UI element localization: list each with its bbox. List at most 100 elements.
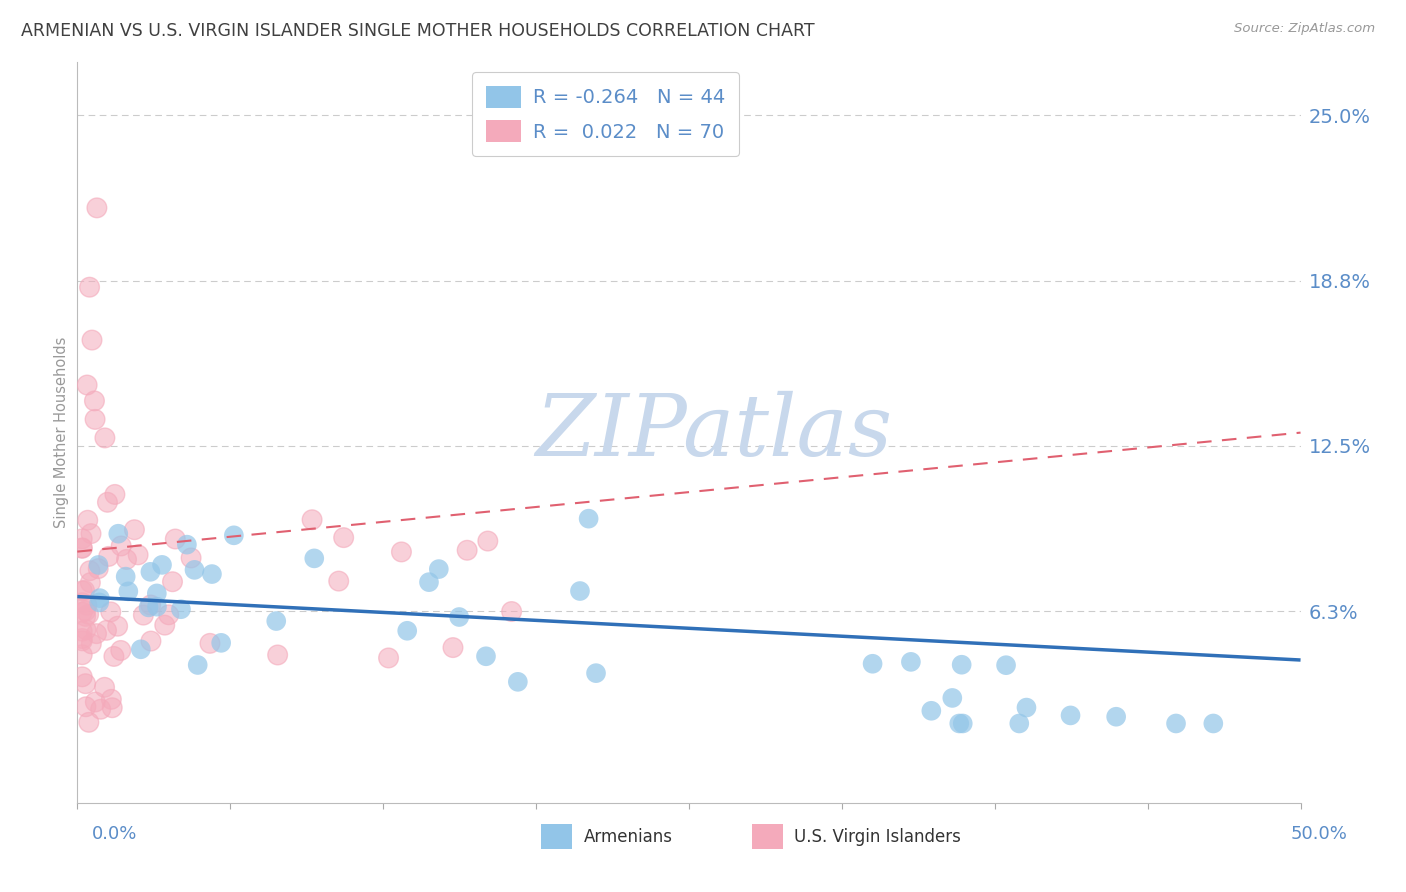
Point bbox=[73, 583, 96, 598]
Point bbox=[569, 584, 592, 599]
Point bbox=[75, 604, 97, 618]
Point bbox=[165, 532, 187, 546]
Point bbox=[110, 643, 132, 657]
Point bbox=[124, 523, 146, 537]
Point bbox=[75, 676, 97, 690]
Point bbox=[77, 607, 100, 622]
Point bbox=[157, 607, 180, 622]
Point bbox=[70, 670, 93, 684]
Point bbox=[77, 607, 100, 622]
Point bbox=[90, 702, 112, 716]
Point bbox=[110, 643, 132, 657]
Point bbox=[952, 716, 974, 731]
Point bbox=[101, 700, 124, 714]
Point bbox=[266, 648, 288, 662]
Point bbox=[77, 715, 100, 730]
Text: 0.0%: 0.0% bbox=[91, 825, 136, 843]
Point bbox=[920, 704, 942, 718]
Point bbox=[94, 431, 117, 445]
Point bbox=[198, 636, 221, 650]
Point bbox=[183, 563, 205, 577]
Point bbox=[70, 624, 93, 639]
Point bbox=[70, 632, 93, 646]
Point bbox=[124, 523, 146, 537]
Point bbox=[96, 624, 118, 638]
Point bbox=[84, 412, 107, 426]
Point bbox=[86, 626, 108, 640]
Point bbox=[332, 531, 354, 545]
Point bbox=[110, 539, 132, 553]
Point bbox=[84, 695, 107, 709]
Point bbox=[377, 651, 399, 665]
Point bbox=[97, 549, 120, 564]
Point bbox=[93, 681, 115, 695]
Point bbox=[70, 605, 93, 619]
Point bbox=[139, 634, 162, 648]
Point bbox=[80, 526, 103, 541]
Point bbox=[84, 412, 107, 426]
Point bbox=[127, 548, 149, 562]
Point bbox=[96, 624, 118, 638]
Point bbox=[70, 670, 93, 684]
Point bbox=[70, 541, 93, 555]
Point bbox=[146, 599, 169, 614]
Point bbox=[187, 658, 209, 673]
Point bbox=[70, 633, 93, 648]
Point bbox=[198, 636, 221, 650]
Point bbox=[80, 333, 103, 347]
Point bbox=[396, 624, 419, 638]
Point bbox=[87, 558, 110, 572]
Point bbox=[75, 604, 97, 618]
Point bbox=[222, 528, 245, 542]
Point bbox=[75, 699, 97, 714]
Point bbox=[585, 666, 607, 681]
Point bbox=[79, 564, 101, 578]
Point bbox=[948, 716, 970, 731]
Point bbox=[180, 550, 202, 565]
Point bbox=[100, 605, 122, 619]
Point bbox=[180, 550, 202, 565]
Point bbox=[76, 378, 98, 392]
Point bbox=[107, 619, 129, 633]
Point bbox=[1015, 700, 1038, 714]
Point bbox=[427, 562, 450, 576]
Point bbox=[100, 605, 122, 619]
Point bbox=[80, 333, 103, 347]
Point bbox=[100, 692, 122, 706]
Point bbox=[117, 584, 139, 599]
Point bbox=[75, 623, 97, 637]
Point bbox=[75, 623, 97, 637]
Text: Armenians: Armenians bbox=[583, 828, 672, 846]
Point bbox=[75, 676, 97, 690]
Point bbox=[377, 651, 399, 665]
Point bbox=[79, 575, 101, 590]
Point bbox=[264, 614, 287, 628]
Point bbox=[70, 648, 93, 662]
Point bbox=[89, 591, 111, 606]
Point bbox=[80, 637, 103, 651]
Point bbox=[70, 583, 93, 598]
Point bbox=[75, 609, 97, 624]
Point bbox=[103, 649, 125, 664]
Point bbox=[139, 598, 162, 612]
Point bbox=[73, 583, 96, 598]
Point bbox=[501, 605, 523, 619]
Point bbox=[79, 564, 101, 578]
Point bbox=[146, 586, 169, 600]
Point bbox=[86, 201, 108, 215]
Point bbox=[70, 583, 93, 598]
Point bbox=[94, 431, 117, 445]
Legend: R = -0.264   N = 44, R =  0.022   N = 70: R = -0.264 N = 44, R = 0.022 N = 70 bbox=[472, 72, 738, 156]
Point bbox=[101, 700, 124, 714]
Point bbox=[138, 600, 160, 615]
Point bbox=[79, 575, 101, 590]
Point bbox=[328, 574, 350, 588]
Bar bbox=[752, 824, 783, 849]
Point bbox=[97, 549, 120, 564]
Point bbox=[132, 608, 155, 623]
Point bbox=[70, 541, 93, 556]
Point bbox=[132, 608, 155, 623]
Text: U.S. Virgin Islanders: U.S. Virgin Islanders bbox=[794, 828, 962, 846]
Point bbox=[107, 619, 129, 633]
Point bbox=[103, 649, 125, 664]
